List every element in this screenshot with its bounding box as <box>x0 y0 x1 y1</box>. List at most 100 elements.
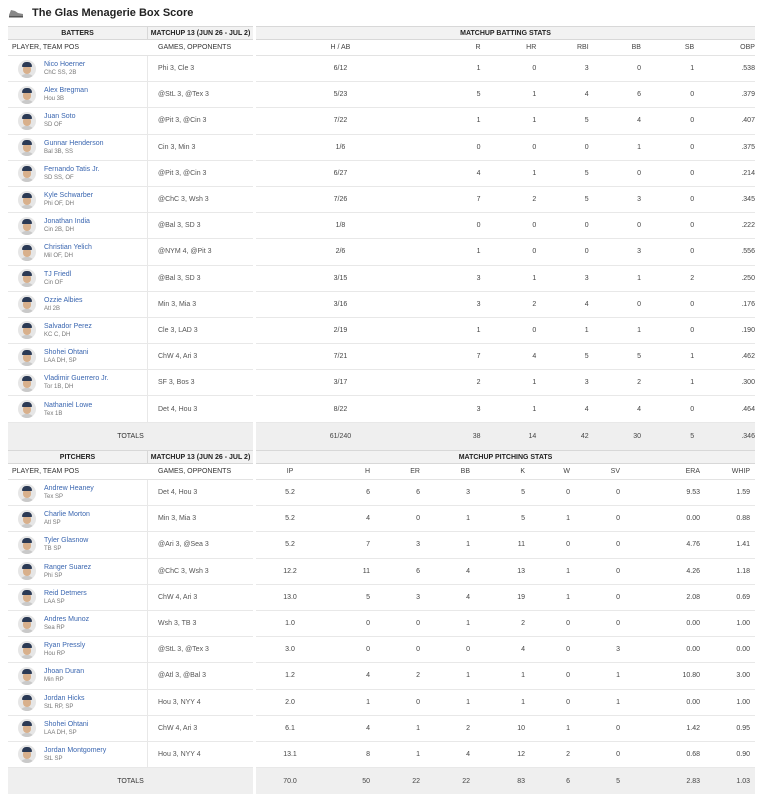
player-name-link[interactable]: Juan Soto <box>44 113 76 121</box>
stat-cell: 0.69 <box>736 593 750 601</box>
stat-cell: 4.26 <box>686 567 700 575</box>
stat-cell: 1 <box>476 117 481 125</box>
player-team-pos: Mil OF, DH <box>44 253 73 260</box>
stat-cell: 1 <box>616 672 620 680</box>
stat-cell: .379 <box>741 91 755 99</box>
player-name-link[interactable]: Kyle Schwarber <box>44 192 94 200</box>
stat-cell: 4 <box>584 91 589 99</box>
player-name-link[interactable]: Reid Detmers <box>44 589 87 597</box>
stat-col-header[interactable]: ER <box>410 468 420 475</box>
player-name-link[interactable]: Charlie Morton <box>44 511 90 519</box>
player-team-pos: Atl 2B <box>44 305 61 312</box>
player-name-link[interactable]: Jordan Montgomery <box>44 746 107 754</box>
games-opponents: Det 4, Hou 3 <box>158 405 198 413</box>
avatar <box>18 59 36 78</box>
col-games[interactable]: GAMES, OPPONENTS <box>158 468 232 475</box>
batting-stats-table: MATCHUP BATTING STATS H / AB R HR RBI BB SB OB… <box>256 26 755 451</box>
games-opponents: ChW 4, Ari 3 <box>158 353 198 361</box>
avatar <box>18 85 36 104</box>
stat-cell: 0 <box>566 698 570 706</box>
stat-cell: 0 <box>616 541 620 549</box>
stat-row: 1/8 0 0 0 0 0 .222 <box>256 213 755 240</box>
player-name-link[interactable]: Andres Munoz <box>44 616 90 624</box>
player-name-link[interactable]: Ranger Suarez <box>44 563 92 571</box>
stat-col-header[interactable]: H <box>364 468 370 475</box>
stat-cell: 0 <box>616 489 620 497</box>
stat-col-header[interactable]: WHIP <box>731 468 750 475</box>
stat-col-header[interactable]: HR <box>526 44 537 51</box>
player-name-link[interactable]: Tyler Glasnow <box>44 537 89 545</box>
stat-col-header[interactable]: RBI <box>576 44 589 51</box>
stat-cell: 6/27 <box>333 169 348 177</box>
col-player[interactable]: PLAYER, TEAM POS <box>12 468 80 475</box>
stat-col-header[interactable]: SB <box>684 44 695 51</box>
stat-col-header[interactable]: IP <box>286 468 294 475</box>
batting-section: BATTERS MATCHUP 13 (JUN 26 - JUL 2) PLAY… <box>8 26 755 451</box>
avatar <box>18 190 36 209</box>
avatar <box>18 138 36 157</box>
stat-cell: 1 <box>690 353 695 361</box>
player-name-link[interactable]: Nathaniel Lowe <box>44 401 93 409</box>
player-name-link[interactable]: Jordan Hicks <box>44 694 85 702</box>
stat-cell: 0 <box>690 405 695 413</box>
stat-cell: .556 <box>741 248 755 256</box>
avatar <box>18 666 36 685</box>
stat-col-header[interactable]: BB <box>460 468 470 475</box>
player-name-link[interactable]: Shohei Ohtani <box>44 349 89 357</box>
player-name-link[interactable]: Shohei Ohtani <box>44 720 89 728</box>
player-row: Ryan Pressly Hou RP @StL 3, @Tex 3 <box>8 637 253 664</box>
player-name-link[interactable]: Salvador Perez <box>44 322 92 330</box>
player-name-link[interactable]: Ozzie Albies <box>44 296 83 304</box>
pitching-stats-table: MATCHUP PITCHING STATS IP H ER BB K W SV ERA WHI… <box>256 450 755 794</box>
stat-cell: 3 <box>584 65 589 73</box>
stat-cell: 4 <box>366 724 370 732</box>
player-row: Vladimir Guerrero Jr. Tor 1B, DH SF 3, Bos… <box>8 370 253 397</box>
stat-cell: 1 <box>637 143 641 151</box>
pitchers-label: PITCHERS <box>8 451 148 463</box>
stat-cell: 0 <box>566 620 570 628</box>
stat-col-header[interactable]: W <box>563 468 570 475</box>
stat-col-header[interactable]: OBP <box>740 44 755 51</box>
player-row: Andrew Heaney Tex SP Det 4, Hou 3 <box>8 480 253 507</box>
player-team-pos: Cin 2B, DH <box>44 227 75 234</box>
stat-col-header[interactable]: ERA <box>685 468 700 475</box>
player-team-pos: Tex 1B <box>44 410 63 417</box>
player-name-link[interactable]: Christian Yelich <box>44 244 92 252</box>
stat-cell: 3 <box>584 379 589 387</box>
player-name-link[interactable]: Nico Hoerner <box>44 61 86 69</box>
player-name-link[interactable]: Alex Bregman <box>44 87 88 95</box>
stat-cell: 4 <box>584 405 589 413</box>
player-name-link[interactable]: Jhoan Duran <box>44 668 85 676</box>
games-opponents: Hou 3, NYY 4 <box>158 698 201 706</box>
player-row: Nico Hoerner ChC SS, 2B Phi 3, Cle 3 <box>8 56 253 83</box>
col-games[interactable]: GAMES, OPPONENTS <box>158 44 232 51</box>
stat-cell: 5 <box>521 489 525 497</box>
stat-cell: 6 <box>366 489 370 497</box>
player-name-link[interactable]: Jonathan India <box>44 218 90 226</box>
stat-cell: 7 <box>476 353 481 361</box>
player-cell: Juan Soto SD OF <box>8 108 148 134</box>
stat-row: 7/21 7 4 5 5 1 .462 <box>256 344 755 371</box>
player-name-link[interactable]: Fernando Tatis Jr. <box>44 165 100 173</box>
player-name-link[interactable]: Andrew Heaney <box>44 485 94 493</box>
stat-col-header[interactable]: K <box>520 468 525 475</box>
player-name-link[interactable]: TJ Friedl <box>44 270 72 278</box>
player-team-pos: Tor 1B, DH <box>44 384 74 391</box>
stat-cell: 3 <box>476 300 481 308</box>
stat-cell: 0 <box>690 222 695 230</box>
stat-col-header[interactable]: BB <box>631 44 641 51</box>
player-name-link[interactable]: Gunnar Henderson <box>44 139 104 147</box>
stat-cell: 1.00 <box>736 620 750 628</box>
player-row: Andres Munoz Sea RP Wsh 3, TB 3 <box>8 610 253 638</box>
stat-col-header[interactable]: H / AB <box>330 44 351 51</box>
player-name-link[interactable]: Vladimir Guerrero Jr. <box>44 375 109 383</box>
stat-col-header[interactable]: SV <box>610 468 620 475</box>
player-team-pos: KC C, DH <box>44 331 71 338</box>
stat-col-header[interactable]: R <box>475 44 481 51</box>
player-name-link[interactable]: Ryan Pressly <box>44 642 86 650</box>
stat-cell: 5 <box>584 117 589 125</box>
player-team-pos: TB SP <box>44 546 62 553</box>
avatar <box>18 164 36 183</box>
col-player[interactable]: PLAYER, TEAM POS <box>12 44 80 51</box>
player-cell: Salvador Perez KC C, DH <box>8 317 148 344</box>
